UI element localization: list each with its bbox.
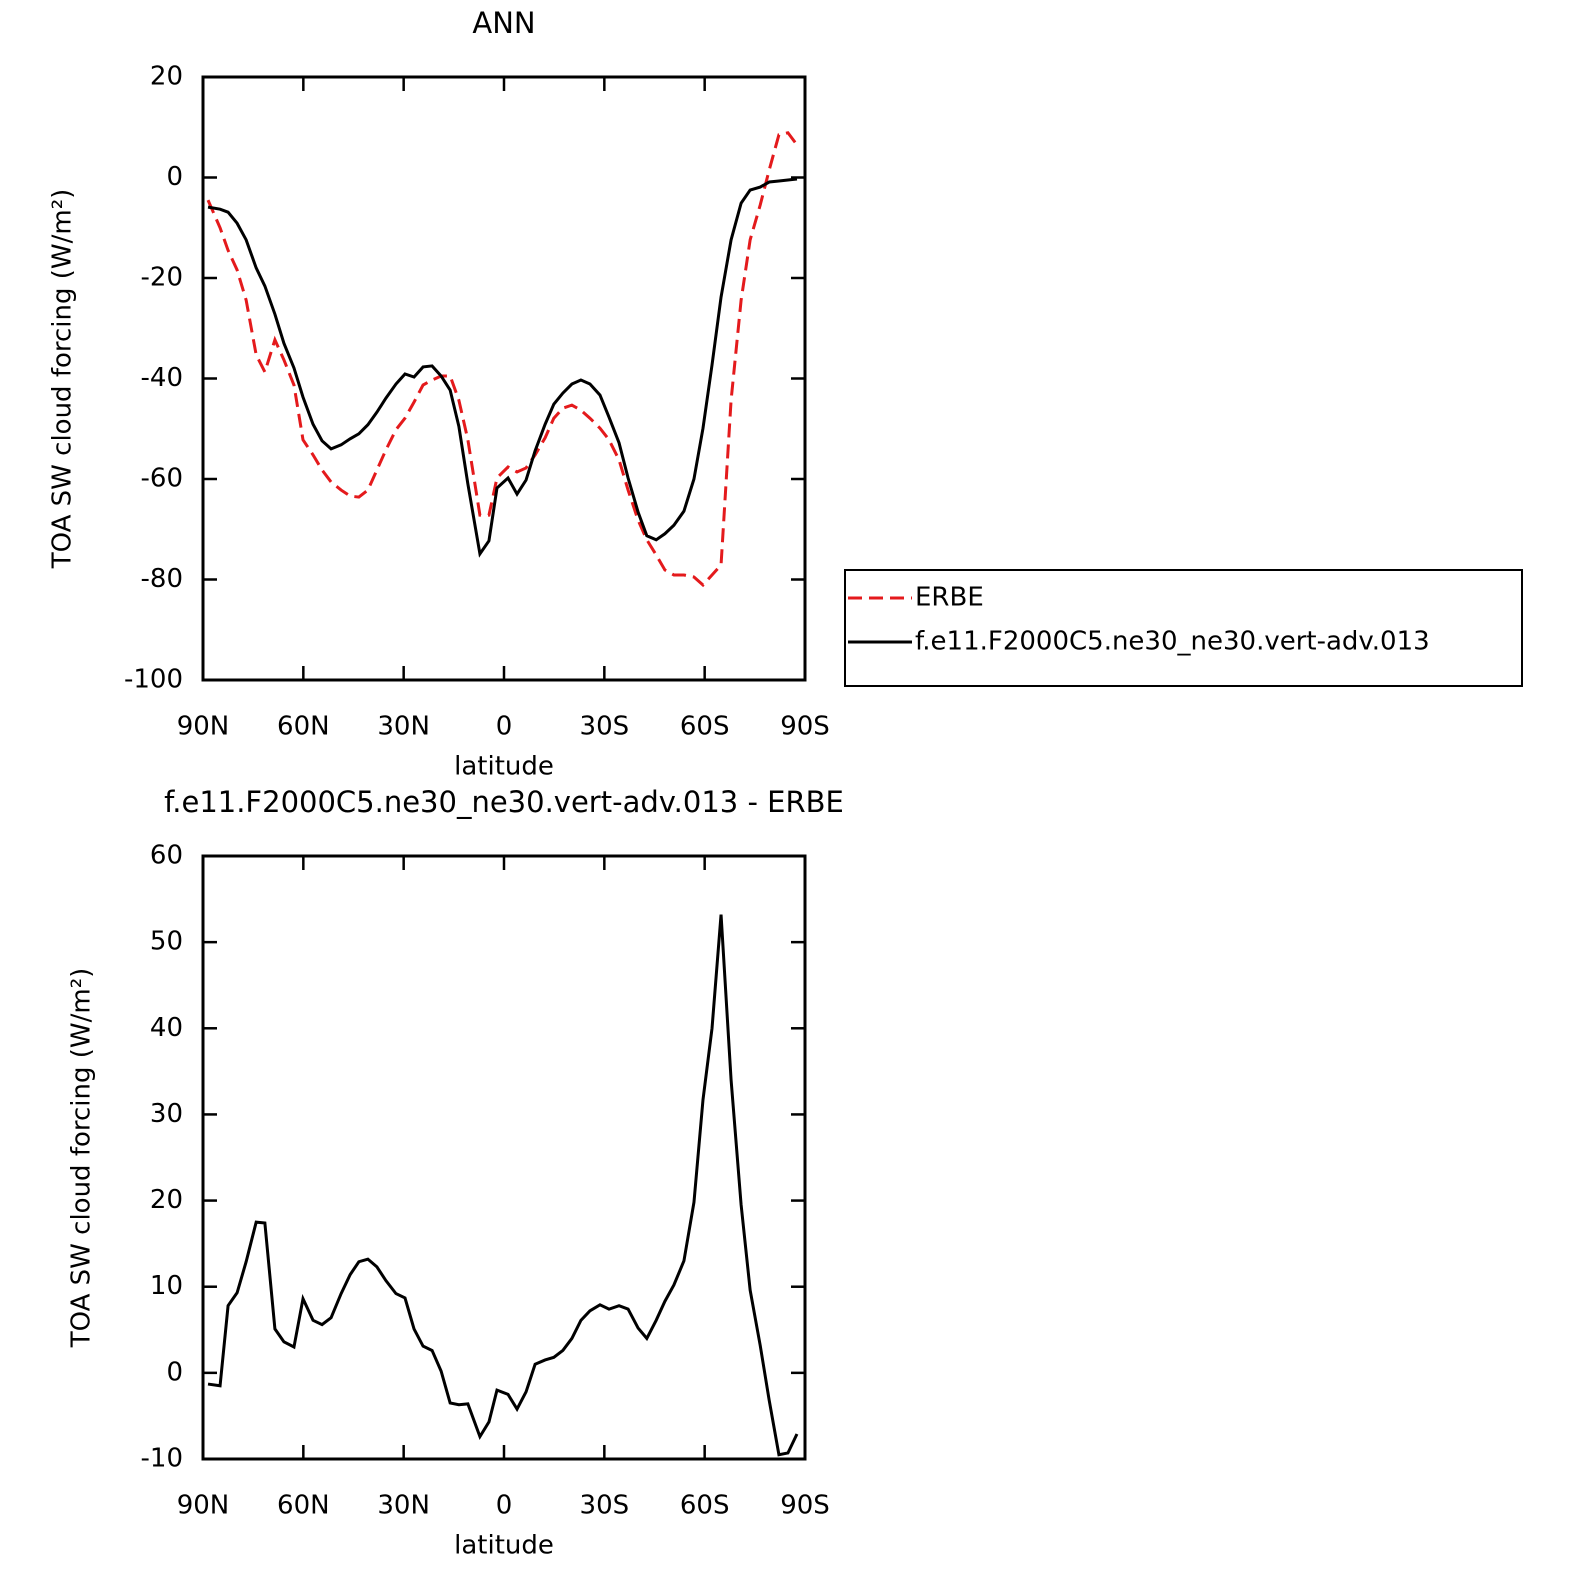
x-tick-label: 90S — [780, 712, 830, 742]
y-tick-label: 60 — [150, 841, 183, 871]
x-tick-label: 30S — [580, 712, 630, 742]
data-line — [207, 177, 798, 558]
y-tick-label: 40 — [150, 1013, 183, 1043]
x-axis-label: latitude — [454, 752, 554, 782]
legend-label: ERBE — [915, 583, 984, 613]
x-tick-label: 90S — [780, 1491, 830, 1521]
y-axis-label: TOA SW cloud forcing (W/m²) — [48, 189, 78, 570]
y-tick-label: -40 — [141, 363, 183, 393]
x-tick-label: 60S — [680, 1491, 730, 1521]
x-tick-label: 60N — [277, 712, 330, 742]
chart-title: ANN — [472, 6, 535, 40]
x-tick-label: 60N — [277, 1491, 330, 1521]
y-tick-label: 20 — [150, 62, 183, 92]
y-tick-label: 50 — [150, 927, 183, 957]
legend-box — [844, 569, 1523, 687]
y-tick-label: -80 — [141, 564, 183, 594]
x-tick-label: 30S — [580, 1491, 630, 1521]
x-tick-label: 90N — [177, 1491, 230, 1521]
data-line — [206, 131, 799, 588]
y-tick-label: 10 — [150, 1271, 183, 1301]
y-tick-label: -100 — [124, 665, 183, 695]
chart-title: f.e11.F2000C5.ne30_ne30.vert-adv.013 - E… — [164, 785, 844, 819]
x-tick-label: 30N — [377, 1491, 430, 1521]
x-tick-label: 60S — [680, 712, 730, 742]
plot-frame — [201, 854, 807, 1461]
x-tick-label: 0 — [496, 1491, 513, 1521]
data-line — [207, 914, 799, 1457]
y-tick-label: 0 — [166, 162, 183, 192]
y-tick-label: -60 — [141, 464, 183, 494]
x-tick-label: 90N — [177, 712, 230, 742]
x-tick-label: 30N — [377, 712, 430, 742]
x-tick-label: 0 — [496, 712, 513, 742]
y-tick-label: -20 — [141, 263, 183, 293]
y-tick-label: -10 — [141, 1444, 183, 1474]
legend-label: f.e11.F2000C5.ne30_ne30.vert-adv.013 — [915, 627, 1430, 657]
y-axis-label: TOA SW cloud forcing (W/m²) — [67, 968, 97, 1349]
plot-frame — [201, 75, 807, 682]
y-tick-label: 30 — [150, 1099, 183, 1129]
x-axis-label: latitude — [454, 1531, 554, 1561]
y-tick-label: 20 — [150, 1185, 183, 1215]
y-tick-label: 0 — [166, 1357, 183, 1387]
